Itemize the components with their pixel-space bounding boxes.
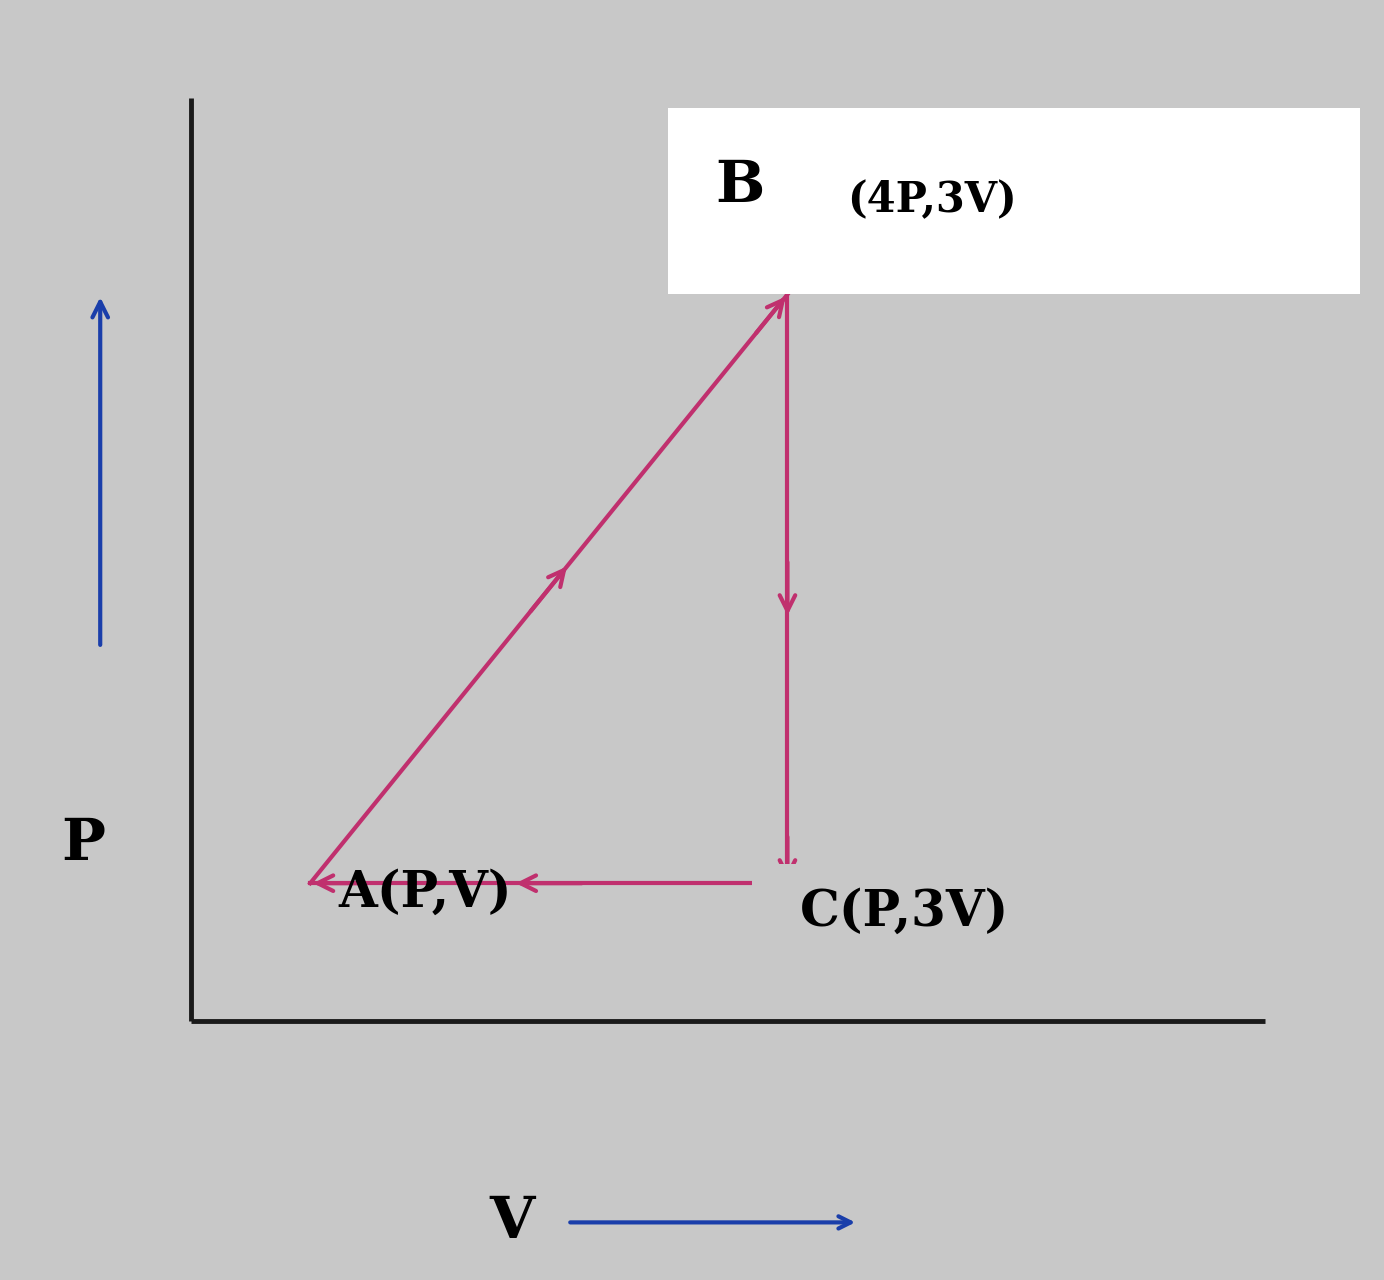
Text: P: P bbox=[61, 815, 105, 872]
Text: V: V bbox=[490, 1194, 534, 1251]
FancyBboxPatch shape bbox=[668, 108, 1360, 294]
Text: A(P,V): A(P,V) bbox=[339, 869, 512, 918]
Text: (4P,3V): (4P,3V) bbox=[847, 179, 1017, 221]
FancyBboxPatch shape bbox=[752, 864, 1372, 1001]
Text: C(P,3V): C(P,3V) bbox=[800, 888, 1009, 937]
Text: B: B bbox=[716, 159, 764, 215]
